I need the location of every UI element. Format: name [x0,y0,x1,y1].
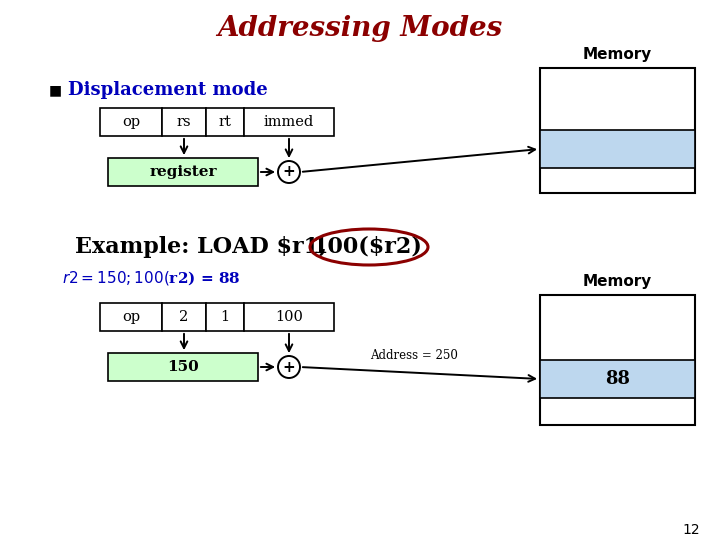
Text: $r2 = 150; 100($r2) = 88: $r2 = 150; 100($r2) = 88 [62,269,240,287]
Bar [162,303,206,331]
Bar [108,158,258,186]
Text: rt: rt [219,115,231,129]
Bar [540,68,695,193]
Text: Displacement mode: Displacement mode [68,81,268,99]
Bar [244,108,334,136]
Bar [540,360,695,398]
Bar [206,303,244,331]
Text: +: + [283,165,295,179]
Text: 2: 2 [179,310,189,324]
Text: 12: 12 [683,523,700,537]
Text: 88: 88 [605,370,630,388]
Bar [100,303,162,331]
Text: ■: ■ [48,83,62,97]
Bar [108,353,258,381]
Text: 100($r2): 100($r2) [312,236,422,258]
Text: 100: 100 [275,310,303,324]
Circle shape [278,356,300,378]
Bar [100,108,162,136]
Text: op: op [122,115,140,129]
Bar [540,130,695,168]
Circle shape [278,161,300,183]
Text: Addressing Modes: Addressing Modes [217,15,503,42]
Text: immed: immed [264,115,314,129]
Bar [244,303,334,331]
Text: +: + [283,360,295,375]
Text: register: register [149,165,217,179]
Text: rs: rs [176,115,192,129]
Text: Address = 250: Address = 250 [371,349,459,362]
Bar [540,295,695,425]
Bar [162,108,206,136]
Text: 1: 1 [220,310,230,324]
Text: Memory: Memory [583,47,652,62]
Text: Example: LOAD $r1,: Example: LOAD $r1, [75,236,335,258]
Text: Memory: Memory [583,274,652,289]
Bar [206,108,244,136]
Text: op: op [122,310,140,324]
Text: 150: 150 [167,360,199,374]
